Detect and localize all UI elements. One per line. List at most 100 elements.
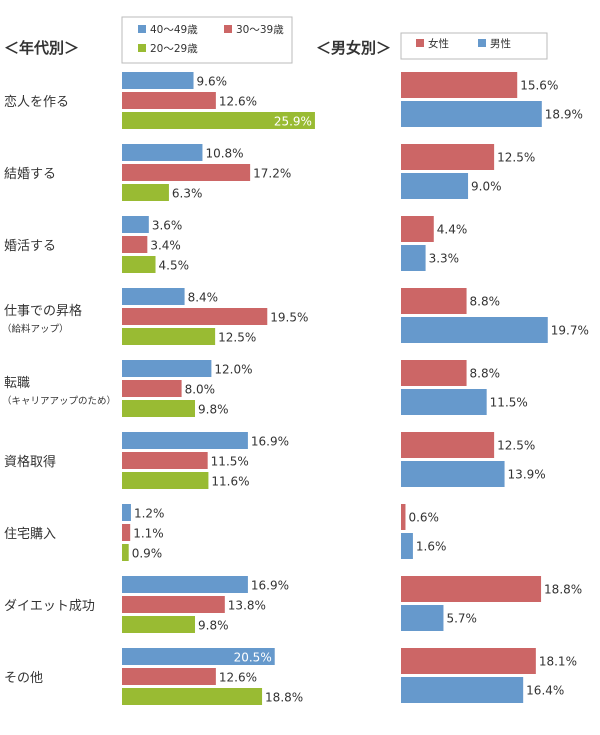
bar-value-label: 12.5%	[497, 439, 535, 453]
bar	[122, 432, 248, 449]
bar-value-label: 17.2%	[253, 167, 291, 181]
bar-value-label: 1.2%	[134, 507, 165, 521]
bar-value-label: 18.9%	[545, 108, 583, 122]
chart-title-gender: ＜男女別＞	[316, 39, 391, 57]
bar-value-label: 12.0%	[214, 363, 252, 377]
bar-value-label: 10.8%	[205, 147, 243, 161]
bar	[122, 144, 203, 161]
bar-value-label: 25.9%	[274, 115, 312, 129]
bar-value-label: 15.6%	[520, 79, 558, 93]
legend-swatch-男性	[478, 39, 486, 47]
bar	[122, 616, 196, 633]
bar-value-label: 5.7%	[446, 612, 477, 626]
category-label: 仕事での昇格	[4, 303, 82, 319]
bar-value-label: 6.3%	[172, 187, 203, 201]
bar	[122, 308, 268, 325]
legend-label-20～29歳: 20～29歳	[150, 43, 198, 55]
bar	[122, 216, 149, 233]
bar	[122, 504, 131, 521]
chart-title-age: ＜年代別＞	[4, 39, 79, 57]
category-label: 結婚する	[4, 167, 56, 182]
bar-value-label: 12.5%	[497, 151, 535, 165]
legend-swatch-20～29歳	[138, 44, 146, 52]
bar-value-label: 9.8%	[198, 403, 229, 417]
bar-value-label: 20.5%	[234, 651, 272, 665]
category-label: 恋人を作る	[4, 94, 69, 110]
bar	[401, 360, 467, 386]
bar	[401, 101, 542, 127]
bar	[122, 184, 169, 201]
bar-value-label: 16.4%	[526, 684, 564, 698]
bar-value-label: 19.7%	[551, 324, 589, 338]
bar-value-label: 8.0%	[185, 383, 216, 397]
bar	[122, 688, 263, 705]
legend-swatch-女性	[416, 39, 424, 47]
bar	[122, 112, 315, 129]
category-label: 住宅購入	[4, 527, 56, 542]
bar-value-label: 19.5%	[270, 311, 308, 325]
bar-value-label: 8.8%	[470, 367, 501, 381]
bar-value-label: 11.6%	[211, 475, 249, 489]
bar-value-label: 8.8%	[470, 295, 501, 309]
bar	[122, 380, 182, 397]
bar-value-label: 13.8%	[228, 599, 266, 613]
legend-swatch-40～49歳	[138, 25, 146, 33]
category-label: 婚活する	[4, 239, 56, 254]
bar-value-label: 1.6%	[416, 540, 447, 554]
bar	[401, 461, 505, 487]
bar	[401, 648, 536, 674]
legend-swatch-30～39歳	[224, 25, 232, 33]
bar-value-label: 11.5%	[211, 455, 249, 469]
bar	[401, 317, 548, 343]
bar-value-label: 9.6%	[197, 75, 228, 89]
bar-value-label: 12.6%	[219, 95, 257, 109]
bar	[122, 360, 212, 377]
bar	[122, 92, 216, 109]
bar	[122, 544, 129, 561]
bar	[401, 173, 469, 199]
bar-value-label: 18.8%	[265, 691, 303, 705]
bar-value-label: 4.4%	[437, 223, 468, 237]
bar	[122, 524, 131, 541]
bar	[401, 245, 426, 271]
bar	[122, 328, 216, 345]
bar-value-label: 3.3%	[429, 252, 460, 266]
bar	[122, 596, 225, 613]
bar-value-label: 18.8%	[544, 583, 582, 597]
bar-value-label: 12.5%	[218, 331, 256, 345]
legend-box-gender	[400, 32, 548, 60]
bar-value-label: 11.5%	[490, 396, 528, 410]
bar-value-label: 18.1%	[539, 655, 577, 669]
bar	[122, 288, 185, 305]
legend-label-40～49歳: 40～49歳	[150, 24, 198, 36]
bar-value-label: 12.6%	[219, 671, 257, 685]
category-label: 転職	[4, 376, 30, 391]
bar-value-label: 3.6%	[152, 219, 183, 233]
category-sublabel: （給料アップ）	[2, 323, 69, 335]
bar	[401, 504, 406, 530]
category-label: その他	[4, 671, 43, 686]
bar	[122, 576, 248, 593]
bar-value-label: 9.0%	[471, 180, 502, 194]
bar	[122, 472, 209, 489]
bar	[122, 668, 216, 685]
bar-value-label: 0.9%	[132, 547, 163, 561]
bar	[122, 648, 275, 665]
bar	[122, 72, 194, 89]
bar	[122, 236, 148, 253]
bar	[401, 432, 495, 458]
bar	[122, 256, 156, 273]
bar	[401, 533, 413, 559]
bar	[401, 288, 467, 314]
bar	[401, 389, 487, 415]
bar	[401, 677, 524, 703]
legend-label-女性: 女性	[428, 37, 449, 50]
bar	[122, 164, 251, 181]
bar	[401, 144, 495, 170]
legend-label-30～39歳: 30～39歳	[236, 24, 284, 36]
bar	[122, 400, 196, 417]
bar	[401, 216, 434, 242]
category-label: 資格取得	[4, 454, 56, 470]
category-label: ダイエット成功	[4, 599, 95, 614]
